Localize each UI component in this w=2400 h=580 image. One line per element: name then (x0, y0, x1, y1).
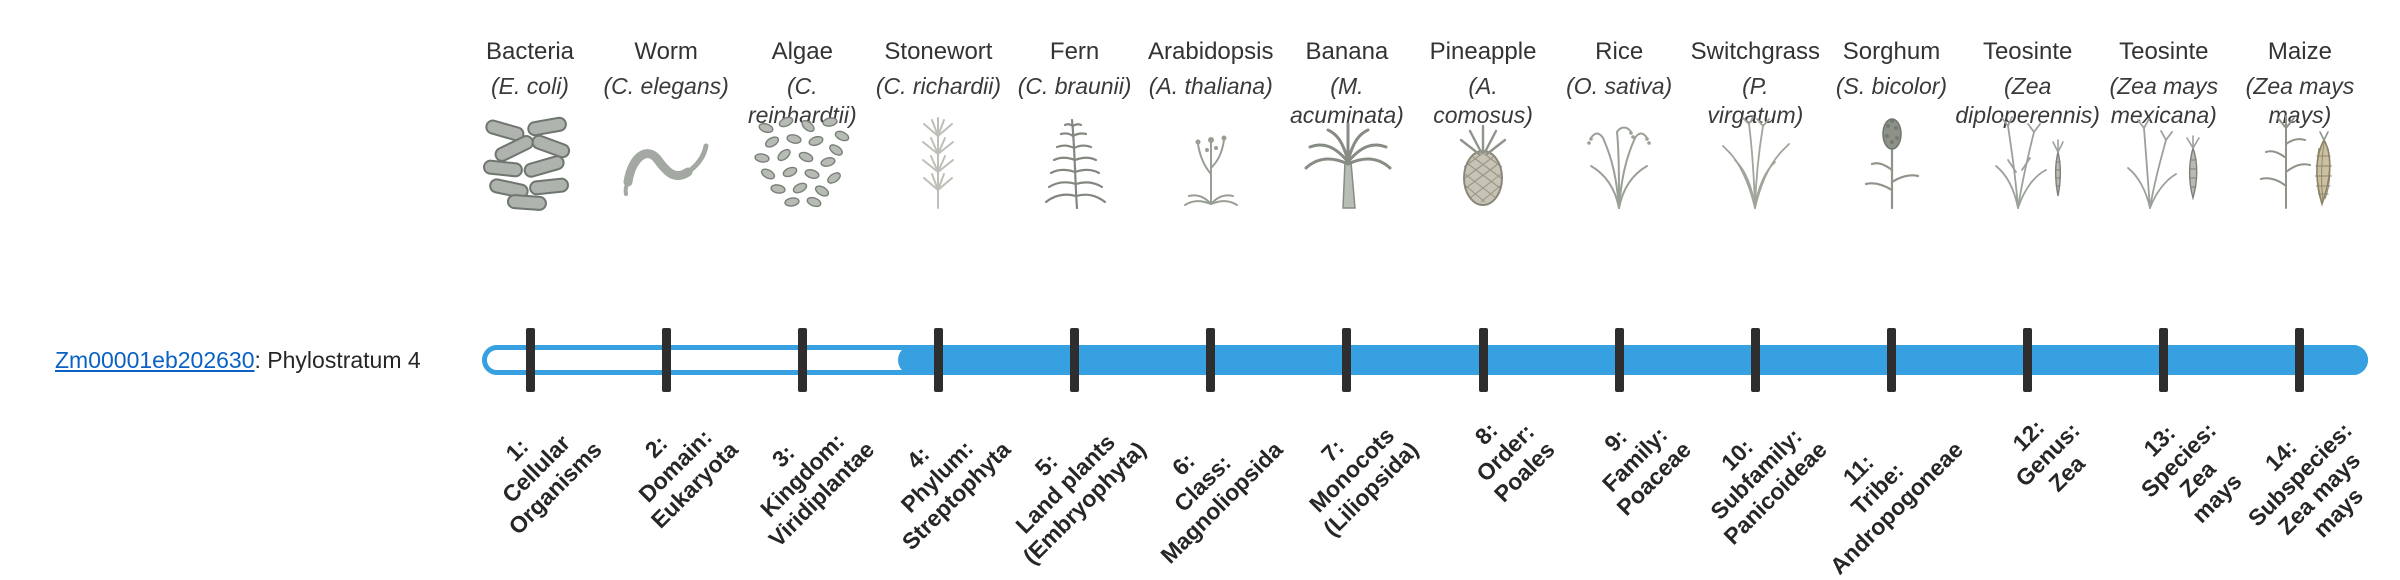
organism-scientific-name: (O. sativa) (1566, 73, 1673, 99)
fern-icon (1023, 112, 1127, 212)
teosinte-mexicana-icon (2112, 112, 2216, 212)
gene-phylostratum-text: : Phylostratum 4 (254, 347, 421, 373)
worm-icon (614, 112, 718, 212)
organism-common-name: Teosinte (1982, 38, 2073, 65)
phylostratum-tick (1750, 328, 1760, 392)
organism-common-name: Fern (1049, 38, 1100, 65)
sorghum-icon (1840, 112, 1944, 212)
maize-icon (2248, 112, 2352, 212)
timeline-bar-fill (898, 345, 2368, 375)
phylostratum-label: 11: Tribe: Andropogoneae (1824, 436, 1969, 580)
organism-scientific-name: (Zea mays mays) (2245, 73, 2355, 128)
phylostratum-tick (933, 328, 943, 392)
organism-common-name: Stonewort (884, 38, 993, 65)
phylostratum-label: 2: Domain: Eukaryota (633, 423, 743, 534)
pineapple-icon (1431, 112, 1535, 212)
phylostratum-label: 8: Order: Poales (1469, 416, 1560, 508)
organism-scientific-name: (P. virgatum) (1707, 73, 1804, 128)
banana-icon (1295, 112, 1399, 212)
phylostratum-tick (1478, 328, 1488, 392)
organism-scientific-name: (M. acuminata) (1290, 73, 1404, 128)
organism-scientific-name: (S. bicolor) (1835, 73, 1948, 99)
organism-scientific-name: (E. coli) (491, 73, 569, 99)
organism-common-name: Bacteria (485, 38, 575, 65)
organism-common-name: Pineapple (1429, 38, 1537, 65)
organism-scientific-name: (C. braunii) (1017, 73, 1132, 99)
stonewort-icon (886, 112, 990, 212)
phylostratum-tick (661, 328, 671, 392)
phylostratum-tick (1887, 328, 1896, 392)
organism-common-name: Sorghum (1842, 38, 1941, 65)
bacteria-icon (478, 112, 582, 212)
phylostratum-label: 9: Family: Poaceae (1596, 421, 1696, 521)
organism-common-name: Teosinte (2119, 38, 2209, 65)
phylostratum-label: 14: Subspecies: Zea mays mays (2243, 417, 2369, 543)
organism-common-name: Banana (1305, 38, 1389, 65)
phylostratum-label: 13: Species: Zea mays (2136, 417, 2247, 528)
organism-scientific-name: (C. elegans) (603, 73, 729, 99)
phylostratum-label: 6: Class: Magnoliopsida (1155, 436, 1288, 569)
gene-label: Zm00001eb202630: Phylostratum 4 (55, 347, 421, 373)
phylostratum-tick (1342, 328, 1352, 392)
organism-scientific-name: (A. comosus) (1433, 73, 1533, 128)
phylostratum-label: 4: Phylum: Streptophyta (895, 435, 1016, 555)
switchgrass-icon (1703, 112, 1807, 212)
phylostratum-label: 5: Land plants (Embryophyta) (1010, 428, 1152, 570)
organism-scientific-name: (A. thaliana) (1148, 73, 1273, 99)
phylostratum-tick (1206, 328, 1216, 392)
organism-common-name: Algae (771, 38, 833, 65)
phylostratum-label: 12: Genus: Zea (2007, 414, 2091, 497)
phylostratum-tick (1614, 328, 1624, 392)
organism-common-name: Arabidopsis (1148, 38, 1274, 65)
phylostratum-tick (1070, 328, 1080, 392)
phylostratum-tick (2159, 328, 2169, 392)
phylostratum-label: 3: Kingdom: Viridiplantae (754, 427, 879, 552)
teosinte-diploperennis-icon (1976, 112, 2080, 212)
arabidopsis-icon (1159, 112, 1263, 212)
algae-icon (750, 112, 854, 212)
rice-icon (1567, 112, 1671, 212)
phylostratum-tick (525, 328, 535, 392)
organism-common-name: Worm (634, 38, 698, 65)
organism-common-name: Rice (1595, 38, 1644, 65)
phylostratum-tick (2295, 328, 2305, 392)
organism-scientific-name: (C. richardii) (875, 73, 1002, 99)
phylostratum-label: 1: Cellular Organisms (496, 429, 607, 540)
organism-common-name: Switchgrass (1690, 38, 1821, 65)
gene-id-link[interactable]: Zm00001eb202630 (55, 347, 255, 373)
organism-common-name: Maize (2267, 38, 2332, 65)
phylostratum-tick (2023, 328, 2033, 392)
phylostratum-label: 7: Monocots (Liliopsida) (1304, 422, 1424, 542)
phylostratum-tick (797, 328, 807, 392)
organism-scientific-name: (Zea mays mexicana) (2109, 73, 2219, 128)
